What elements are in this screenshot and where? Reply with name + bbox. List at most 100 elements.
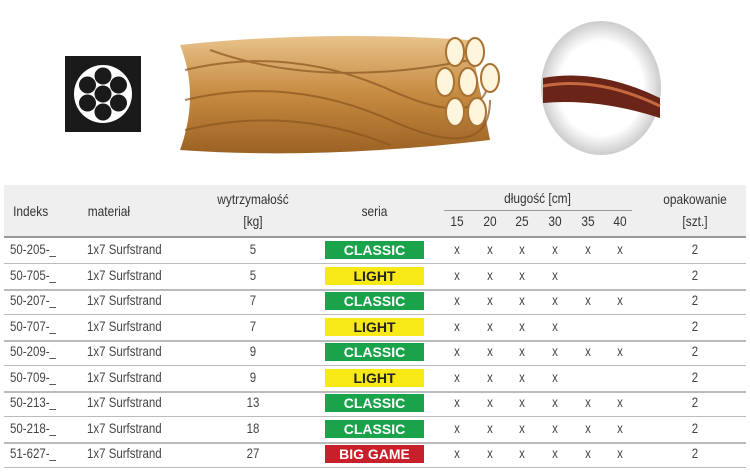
length-mark: x <box>487 242 493 257</box>
row-material: 1x7 Surfstrand <box>87 344 162 359</box>
length-mark: x <box>519 267 525 283</box>
header-strength: wytrzymałość <box>217 191 289 207</box>
row-divider <box>4 416 746 417</box>
row-material: 1x7 Surfstrand <box>87 242 162 257</box>
length-mark: x <box>552 369 558 385</box>
length-mark: x <box>519 420 525 436</box>
length-mark: x <box>454 242 460 257</box>
row-material: 1x7 Surfstrand <box>87 395 162 410</box>
header-material: materiał <box>87 203 131 219</box>
length-mark: x <box>454 420 460 436</box>
series-badge: CLASSIC <box>325 394 424 412</box>
length-mark: x <box>519 318 525 334</box>
row-divider <box>4 314 746 315</box>
row-strength: 7 <box>249 318 257 334</box>
row-divider <box>4 263 746 264</box>
row-divider <box>4 288 746 291</box>
row-divider <box>4 339 746 342</box>
length-mark: x <box>454 318 460 334</box>
row-package: 2 <box>691 318 699 334</box>
header-length-30: 30 <box>548 213 562 229</box>
seven-strand-cross-section-icon <box>65 56 141 132</box>
length-mark: x <box>617 293 623 308</box>
length-mark: x <box>454 293 460 308</box>
header-divider <box>444 210 632 211</box>
length-mark: x <box>519 446 525 461</box>
length-mark: x <box>487 395 493 410</box>
row-material: 1x7 Surfstrand <box>87 267 162 283</box>
length-mark: x <box>585 344 591 359</box>
row-strength: 7 <box>249 293 257 308</box>
row-material: 1x7 Surfstrand <box>87 318 162 334</box>
length-mark: x <box>617 446 623 461</box>
row-material: 1x7 Surfstrand <box>87 420 162 436</box>
row-index: 50-207-_ <box>10 293 56 308</box>
length-mark: x <box>487 446 493 461</box>
series-badge: CLASSIC <box>325 292 424 310</box>
header-length-40: 40 <box>613 213 627 229</box>
header-bottom-line <box>4 236 746 238</box>
wire-photo-circle <box>541 21 661 155</box>
row-package: 2 <box>691 267 699 283</box>
row-package: 2 <box>691 446 699 461</box>
header-length: długość [cm] <box>504 190 571 206</box>
length-mark: x <box>552 318 558 334</box>
series-badge: LIGHT <box>325 317 424 336</box>
length-mark: x <box>487 267 493 283</box>
row-divider <box>4 390 746 393</box>
header-package-unit: [szt.] <box>682 213 708 229</box>
row-material: 1x7 Surfstrand <box>87 446 162 461</box>
row-index: 50-209-_ <box>10 344 56 359</box>
length-mark: x <box>487 293 493 308</box>
length-mark: x <box>552 446 558 461</box>
header-package: opakowanie <box>663 191 727 207</box>
header-length-15: 15 <box>450 213 464 229</box>
length-mark: x <box>585 395 591 410</box>
length-mark: x <box>454 369 460 385</box>
row-strength: 5 <box>249 267 257 283</box>
row-strength: 27 <box>246 446 260 461</box>
length-mark: x <box>519 395 525 410</box>
row-package: 2 <box>691 395 699 410</box>
length-mark: x <box>454 267 460 283</box>
row-divider <box>4 365 746 366</box>
row-strength: 13 <box>246 395 260 410</box>
header-length-25: 25 <box>515 213 529 229</box>
row-package: 2 <box>691 242 699 257</box>
row-divider <box>4 467 746 468</box>
row-index: 50-213-_ <box>10 395 56 410</box>
length-mark: x <box>617 420 623 436</box>
table-header <box>4 185 746 237</box>
row-strength: 5 <box>249 242 257 257</box>
row-index: 51-627-_ <box>10 446 56 461</box>
row-strength: 9 <box>249 369 257 385</box>
series-badge: BIG GAME <box>325 445 424 463</box>
length-mark: x <box>585 293 591 308</box>
length-mark: x <box>585 420 591 436</box>
row-package: 2 <box>691 420 699 436</box>
length-mark: x <box>585 446 591 461</box>
length-mark: x <box>519 344 525 359</box>
row-index: 50-705-_ <box>10 267 56 283</box>
length-mark: x <box>487 369 493 385</box>
length-mark: x <box>585 242 591 257</box>
length-mark: x <box>552 267 558 283</box>
length-mark: x <box>487 344 493 359</box>
length-mark: x <box>487 420 493 436</box>
length-mark: x <box>617 395 623 410</box>
length-mark: x <box>454 446 460 461</box>
row-index: 50-205-_ <box>10 242 56 257</box>
length-mark: x <box>552 293 558 308</box>
length-mark: x <box>454 344 460 359</box>
length-mark: x <box>519 369 525 385</box>
series-badge: LIGHT <box>325 266 424 285</box>
header-length-20: 20 <box>483 213 497 229</box>
length-mark: x <box>617 242 623 257</box>
row-index: 50-218-_ <box>10 420 56 436</box>
length-mark: x <box>519 293 525 308</box>
header-index: Indeks <box>13 203 49 219</box>
series-badge: CLASSIC <box>325 419 424 438</box>
row-strength: 18 <box>246 420 260 436</box>
header-series: seria <box>361 203 388 219</box>
